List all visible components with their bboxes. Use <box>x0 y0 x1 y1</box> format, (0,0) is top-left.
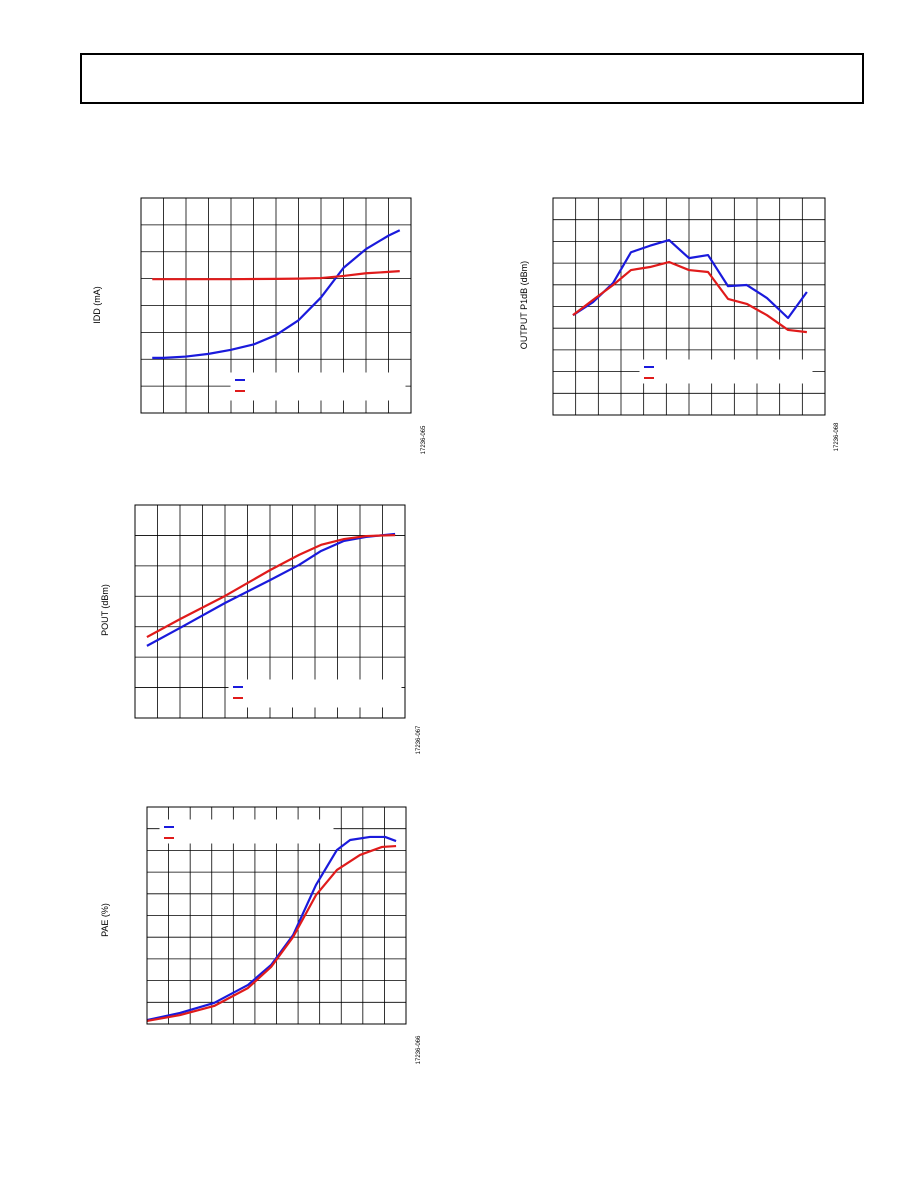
plot-frame <box>140 197 412 414</box>
legend-box <box>230 372 406 401</box>
series-line <box>146 835 397 1022</box>
plot-frame <box>146 806 407 1025</box>
plot-frame <box>134 504 406 719</box>
figure-id: 17236-068 <box>834 422 840 451</box>
plot-frame <box>552 197 826 416</box>
series-line <box>146 532 396 647</box>
legend-box <box>228 679 402 708</box>
figure-id: 17236-066 <box>416 1035 422 1064</box>
series-line <box>146 534 396 639</box>
figure-id: 17236-065 <box>421 425 427 454</box>
series-line <box>152 229 401 360</box>
series-line <box>152 270 400 281</box>
y-axis-label: OUTPUT P1dB (dBm) <box>519 261 529 349</box>
series-line <box>146 844 397 1023</box>
series-line <box>572 238 808 320</box>
legend-box <box>639 359 813 384</box>
series-line <box>572 260 807 334</box>
figure-id: 17236-067 <box>416 725 422 754</box>
y-axis-label: PAE (%) <box>100 903 110 937</box>
legend-box <box>159 819 334 844</box>
y-axis-label: POUT (dBm) <box>100 584 110 636</box>
header-box <box>80 53 864 104</box>
y-axis-label: IDD (mA) <box>92 286 102 324</box>
